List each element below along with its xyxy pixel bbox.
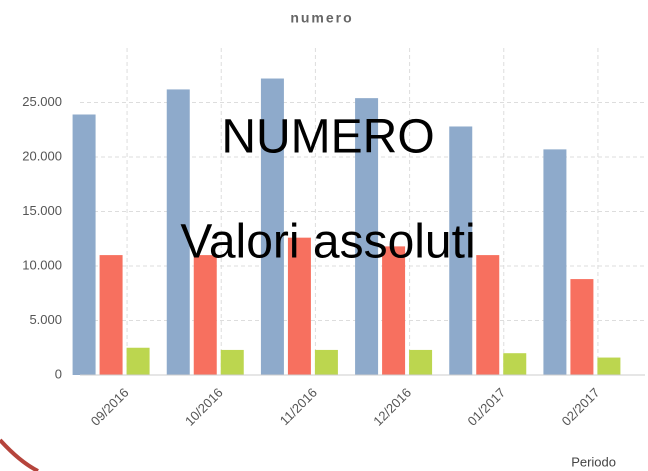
- y-tick-label: 5.000: [29, 312, 62, 327]
- bar: [193, 255, 217, 375]
- x-tick-label: 10/2016: [182, 385, 226, 429]
- bar: [543, 149, 567, 375]
- annotation: Valori assoluti: [180, 216, 475, 269]
- bar: [570, 279, 594, 375]
- x-tick-label: 12/2016: [370, 385, 414, 429]
- y-tick-label: 20.000: [22, 148, 62, 163]
- x-axis-label: Periodo: [571, 454, 616, 469]
- x-tick-label: 09/2016: [88, 385, 132, 429]
- chart-title: numero: [290, 10, 353, 26]
- bar: [166, 89, 190, 376]
- bar: [409, 349, 433, 375]
- bar: [220, 349, 244, 375]
- y-tick-label: 10.000: [22, 257, 62, 272]
- y-tick-label: 15.000: [22, 203, 62, 218]
- bar: [287, 237, 311, 375]
- y-tick-label: 0: [55, 366, 62, 381]
- bar: [449, 126, 473, 375]
- x-tick-label: 11/2016: [277, 385, 320, 428]
- bar: [260, 78, 284, 376]
- bar: [126, 347, 150, 375]
- y-tick-label: 25.000: [22, 94, 62, 109]
- decoration: [0, 438, 39, 471]
- bar: [476, 255, 500, 375]
- bar: [99, 255, 123, 375]
- bar: [503, 353, 527, 375]
- bar: [72, 114, 96, 376]
- bar: [314, 349, 338, 375]
- bar: [355, 98, 379, 375]
- x-tick-label: 01/2017: [464, 385, 508, 429]
- bar: [597, 357, 621, 375]
- bar: [382, 246, 406, 375]
- x-tick-label: 02/2017: [559, 385, 603, 429]
- annotation: NUMERO: [221, 111, 434, 164]
